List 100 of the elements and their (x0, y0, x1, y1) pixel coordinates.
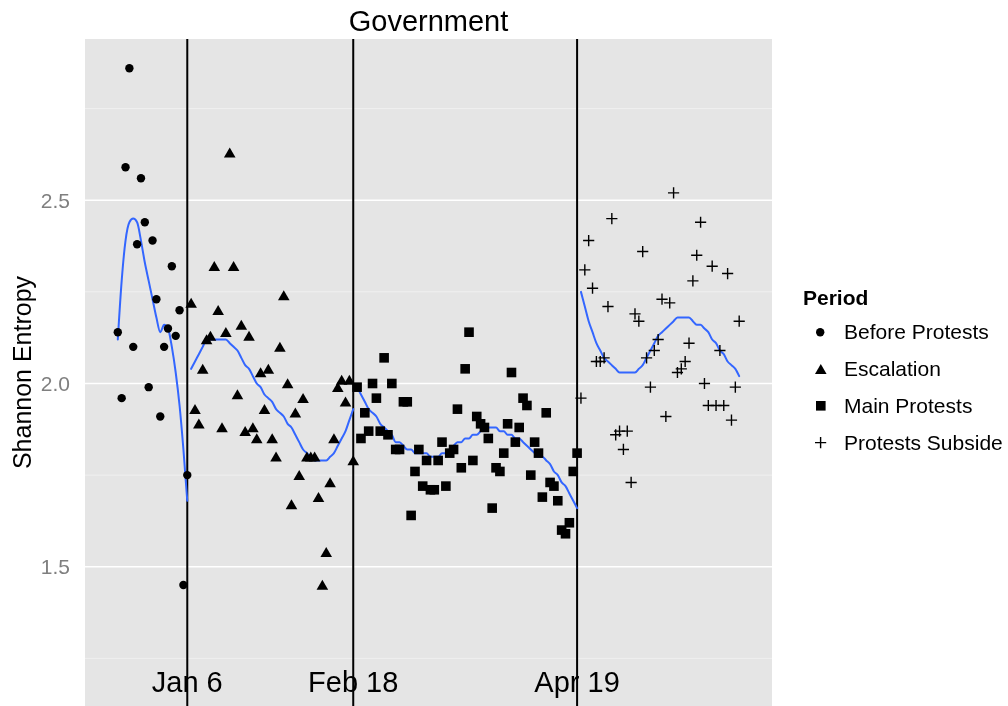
point (553, 495, 563, 506)
point (270, 451, 282, 462)
point (541, 408, 552, 418)
point (231, 389, 244, 400)
point (132, 240, 142, 249)
point (281, 378, 294, 389)
point (593, 355, 607, 368)
point (414, 444, 424, 455)
point (156, 412, 165, 421)
legend-label: Escalation (844, 356, 941, 380)
point (568, 466, 579, 477)
point (624, 476, 638, 489)
point (324, 477, 336, 488)
point (183, 470, 192, 480)
point (308, 451, 321, 462)
point (254, 367, 267, 378)
point (250, 433, 263, 444)
line-series (579, 290, 741, 378)
point (510, 437, 521, 447)
point (312, 491, 325, 502)
point (464, 327, 474, 337)
point (525, 470, 536, 480)
legend-label: Before Protests (844, 319, 989, 343)
point (698, 377, 711, 390)
point (732, 314, 746, 328)
point (208, 261, 221, 272)
point (605, 212, 619, 225)
point (682, 336, 696, 350)
point (117, 393, 126, 403)
point (694, 215, 707, 229)
point (274, 341, 286, 352)
point (533, 448, 544, 458)
point (216, 422, 228, 433)
point (144, 382, 153, 392)
point (360, 408, 370, 418)
point (179, 580, 188, 590)
point (537, 492, 548, 502)
point (460, 364, 470, 374)
point (129, 342, 138, 352)
point (262, 363, 275, 374)
point (339, 396, 352, 407)
point (686, 274, 700, 288)
point (468, 455, 478, 466)
point (175, 306, 184, 315)
point (522, 400, 532, 411)
point (572, 448, 582, 458)
point (529, 437, 540, 447)
point (220, 326, 232, 337)
point (289, 407, 302, 418)
point (371, 393, 382, 403)
point (297, 392, 309, 403)
point (379, 353, 389, 363)
point (193, 418, 205, 429)
point (582, 234, 595, 247)
point (495, 466, 505, 477)
point (601, 300, 615, 313)
point (171, 331, 180, 341)
point (514, 422, 524, 433)
point (320, 546, 333, 557)
point (196, 363, 209, 374)
point (402, 397, 413, 407)
point (578, 263, 592, 277)
point (705, 259, 719, 273)
point (717, 399, 731, 412)
point (316, 579, 329, 590)
point (140, 218, 150, 227)
point (356, 433, 366, 444)
point (502, 419, 513, 429)
point (163, 324, 173, 333)
point (713, 344, 727, 357)
point (729, 380, 742, 394)
point (636, 245, 650, 258)
point (406, 510, 416, 521)
y-axis-title: Shannon Entropy (8, 275, 36, 470)
y-tick-label: 1.5 (40, 555, 70, 579)
point (293, 469, 306, 480)
point (285, 499, 298, 510)
point (189, 403, 201, 414)
point (640, 351, 653, 365)
point (239, 425, 251, 436)
point (383, 430, 393, 440)
point (678, 355, 692, 368)
legend-label: Main Protests (844, 393, 973, 417)
point (212, 305, 224, 315)
point (352, 382, 362, 392)
point (487, 503, 497, 513)
point (549, 481, 559, 491)
point (644, 380, 657, 394)
y-tick-label: 2.0 (40, 371, 70, 395)
point (574, 391, 588, 405)
point (609, 428, 622, 442)
point (152, 295, 161, 304)
point (243, 330, 255, 341)
point (185, 297, 197, 308)
point (620, 424, 634, 438)
point (227, 261, 240, 272)
point (167, 262, 177, 271)
point (721, 267, 734, 280)
point (113, 327, 123, 337)
point (148, 236, 157, 245)
